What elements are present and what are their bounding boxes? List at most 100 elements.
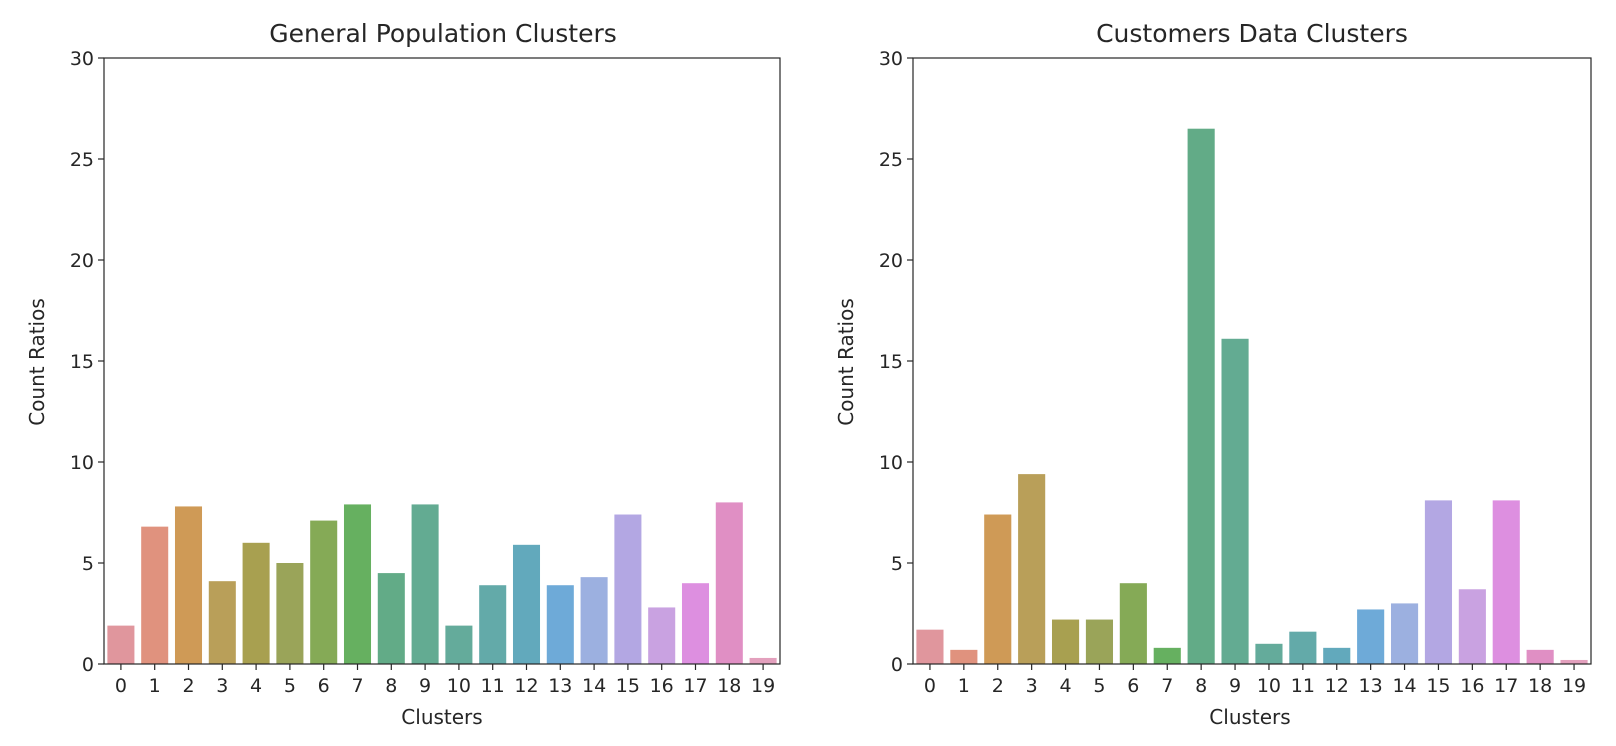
x-tick-label: 13 (548, 675, 572, 697)
y-tick-label: 25 (70, 149, 94, 171)
bar (1153, 647, 1181, 664)
bar (1051, 619, 1080, 664)
bar (1492, 500, 1520, 664)
x-tick-label: 16 (650, 675, 674, 697)
chart-title: Customers Data Clusters (1096, 19, 1408, 48)
bar (580, 577, 608, 664)
y-tick-label: 0 (891, 654, 903, 676)
bar (377, 573, 405, 664)
y-tick-label: 5 (82, 553, 94, 575)
y-tick-label: 15 (70, 351, 94, 373)
bar (242, 542, 270, 664)
bar (1560, 659, 1588, 664)
y-tick-label: 30 (879, 48, 903, 70)
bar (107, 625, 135, 664)
bar (512, 544, 541, 664)
x-tick-label: 15 (1426, 675, 1450, 697)
x-tick-label: 18 (717, 675, 741, 697)
x-tick-label: 14 (582, 675, 606, 697)
chart-title: General Population Clusters (269, 19, 617, 48)
bar (479, 585, 507, 664)
x-tick-label: 8 (1195, 675, 1207, 697)
x-tick-label: 19 (1562, 675, 1586, 697)
x-tick-label: 5 (1093, 675, 1105, 697)
x-tick-label: 13 (1359, 675, 1383, 697)
x-tick-label: 8 (385, 675, 397, 697)
x-tick-label: 0 (115, 675, 127, 697)
bar (208, 581, 236, 664)
bar (445, 625, 473, 664)
bar (715, 502, 743, 664)
y-axis-label: Count Ratios (25, 298, 49, 426)
bar (276, 563, 304, 664)
x-tick-label: 3 (216, 675, 228, 697)
y-tick-label: 30 (70, 48, 94, 70)
bar (1390, 603, 1419, 664)
x-axis-label: Clusters (1209, 705, 1290, 729)
x-tick-label: 6 (318, 675, 330, 697)
x-tick-label: 17 (1494, 675, 1518, 697)
bar (141, 526, 169, 664)
x-tick-label: 15 (616, 675, 640, 697)
bar (1119, 583, 1147, 664)
x-tick-label: 0 (924, 675, 936, 697)
x-tick-label: 9 (419, 675, 431, 697)
x-tick-label: 4 (1060, 675, 1072, 697)
axes-frame (912, 57, 1592, 665)
bar (1526, 649, 1554, 664)
bar (681, 583, 710, 664)
x-tick-label: 10 (447, 675, 471, 697)
y-tick-label: 0 (82, 654, 94, 676)
bar (984, 514, 1012, 664)
y-tick-label: 10 (70, 452, 94, 474)
x-tick-label: 6 (1127, 675, 1139, 697)
bar (174, 506, 203, 664)
y-tick-label: 5 (891, 553, 903, 575)
bar (1085, 619, 1114, 664)
bar (614, 514, 642, 664)
bar (1018, 474, 1046, 664)
bar (1221, 338, 1249, 664)
x-tick-label: 18 (1528, 675, 1552, 697)
x-tick-label: 5 (284, 675, 296, 697)
x-tick-label: 2 (992, 675, 1004, 697)
y-tick-label: 25 (879, 149, 903, 171)
x-tick-label: 16 (1460, 675, 1484, 697)
x-axis-label: Clusters (401, 705, 482, 729)
y-tick-label: 15 (879, 351, 903, 373)
x-tick-label: 14 (1392, 675, 1416, 697)
x-tick-label: 11 (1291, 675, 1315, 697)
x-tick-label: 10 (1257, 675, 1281, 697)
x-tick-label: 2 (182, 675, 194, 697)
chart-general-population: General Population Clusters 051015202530… (25, 19, 781, 729)
bar (1458, 589, 1486, 664)
x-tick-label: 17 (683, 675, 707, 697)
bar (546, 585, 574, 664)
bar (343, 504, 372, 664)
bar (950, 649, 978, 664)
bar (1323, 647, 1351, 664)
bar (1424, 500, 1453, 664)
bar (310, 520, 338, 664)
x-tick-label: 19 (751, 675, 775, 697)
y-tick-label: 20 (70, 250, 94, 272)
x-tick-label: 1 (958, 675, 970, 697)
x-tick-label: 7 (1161, 675, 1173, 697)
bar (1289, 631, 1317, 664)
bar (749, 657, 777, 664)
bar (1187, 128, 1215, 664)
x-tick-label: 3 (1026, 675, 1038, 697)
x-tick-label: 7 (351, 675, 363, 697)
bar (1357, 609, 1385, 664)
bar (916, 629, 944, 664)
x-tick-label: 12 (1325, 675, 1349, 697)
x-tick-label: 4 (250, 675, 262, 697)
x-tick-label: 12 (514, 675, 538, 697)
x-tick-label: 11 (481, 675, 505, 697)
y-tick-label: 10 (879, 452, 903, 474)
axes-frame (103, 57, 781, 665)
